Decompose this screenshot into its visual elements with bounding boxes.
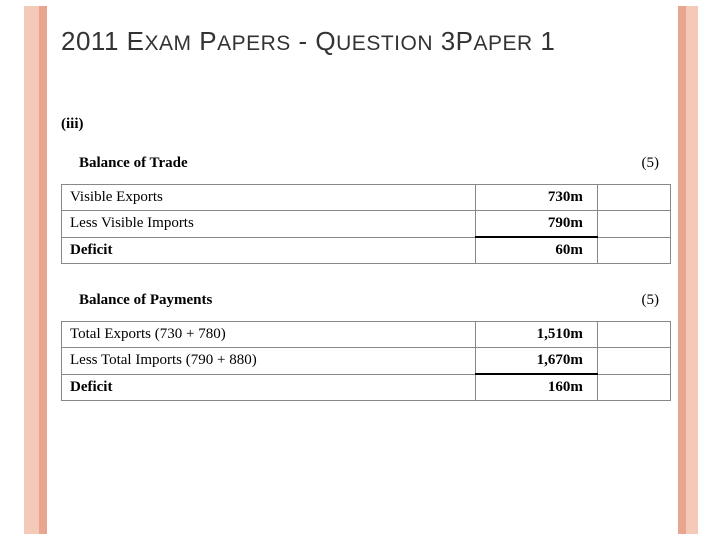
cell-label: Total Exports (730 + 780) bbox=[62, 322, 476, 348]
accent-stripe-left-inner bbox=[39, 6, 47, 534]
slide-body: 2011 EXAM PAPERS - QUESTION 3PAPER 1 (ii… bbox=[6, 6, 714, 534]
title-question-cap: Q bbox=[315, 26, 336, 56]
title-exam-rest: XAM bbox=[145, 32, 192, 55]
table-row-deficit: Deficit 60m bbox=[62, 237, 671, 264]
cell-value: 790m bbox=[476, 211, 598, 238]
cell-spacer bbox=[597, 237, 670, 264]
section-title-trade: Balance of Trade bbox=[79, 155, 188, 172]
cell-value: 1,510m bbox=[476, 322, 598, 348]
cell-label: Deficit bbox=[62, 374, 476, 401]
table-row: Less Visible Imports 790m bbox=[62, 211, 671, 238]
cell-spacer bbox=[597, 185, 670, 211]
cell-value: 60m bbox=[476, 237, 598, 264]
content-area: (iii) Balance of Trade (5) Visible Expor… bbox=[61, 116, 671, 429]
title-qnum: 3 bbox=[433, 26, 456, 56]
section-marks-payments: (5) bbox=[642, 292, 668, 309]
accent-stripe-right-inner bbox=[678, 6, 686, 534]
section-title-payments: Balance of Payments bbox=[79, 292, 212, 309]
cell-value: 160m bbox=[476, 374, 598, 401]
cell-label: Visible Exports bbox=[62, 185, 476, 211]
cell-label: Less Visible Imports bbox=[62, 211, 476, 238]
title-paper-rest: APER bbox=[474, 32, 533, 55]
table-row-deficit: Deficit 160m bbox=[62, 374, 671, 401]
cell-value: 730m bbox=[476, 185, 598, 211]
cell-spacer bbox=[597, 322, 670, 348]
section-marks-trade: (5) bbox=[642, 155, 668, 172]
title-question-rest: UESTION bbox=[336, 32, 433, 55]
section-head-payments: Balance of Payments (5) bbox=[61, 292, 671, 315]
slide-title: 2011 EXAM PAPERS - QUESTION 3PAPER 1 bbox=[61, 26, 555, 57]
cell-spacer bbox=[597, 374, 670, 401]
title-exam-cap: E bbox=[127, 26, 145, 56]
table-row: Visible Exports 730m bbox=[62, 185, 671, 211]
part-label: (iii) bbox=[61, 116, 671, 133]
title-year: 2011 bbox=[61, 26, 119, 56]
cell-spacer bbox=[597, 211, 670, 238]
title-papers-cap: P bbox=[199, 26, 217, 56]
cell-spacer bbox=[597, 348, 670, 375]
title-dash: - bbox=[291, 26, 316, 56]
cell-value: 1,670m bbox=[476, 348, 598, 375]
section-head-trade: Balance of Trade (5) bbox=[61, 155, 671, 178]
table-balance-of-trade: Visible Exports 730m Less Visible Import… bbox=[61, 184, 671, 264]
cell-label: Deficit bbox=[62, 237, 476, 264]
table-row: Less Total Imports (790 + 880) 1,670m bbox=[62, 348, 671, 375]
title-paper-cap: P bbox=[456, 26, 474, 56]
title-pnum: 1 bbox=[533, 26, 556, 56]
title-papers-rest: APERS bbox=[217, 32, 291, 55]
table-row: Total Exports (730 + 780) 1,510m bbox=[62, 322, 671, 348]
table-balance-of-payments: Total Exports (730 + 780) 1,510m Less To… bbox=[61, 321, 671, 401]
cell-label: Less Total Imports (790 + 880) bbox=[62, 348, 476, 375]
